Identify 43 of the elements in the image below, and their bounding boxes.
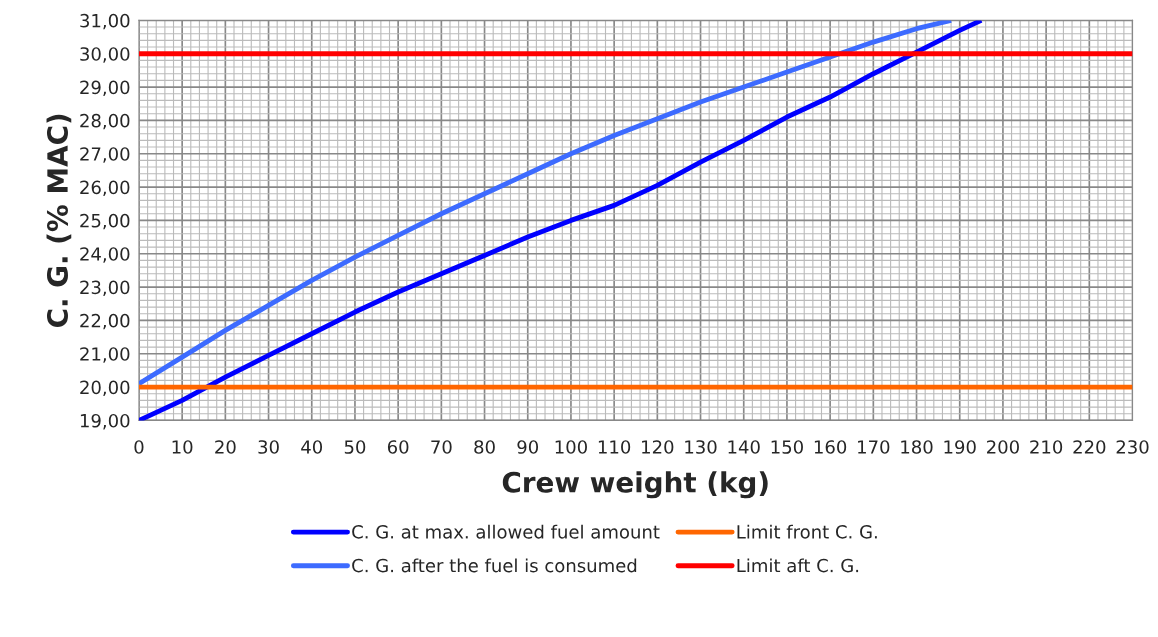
x-tick-label: 60 <box>387 440 409 454</box>
x-tick-label: 210 <box>1030 440 1063 454</box>
x-tick-label: 10 <box>172 440 193 454</box>
x-tick-label: 50 <box>344 440 366 454</box>
legend-label: C. G. at max. allowed fuel amount <box>352 524 660 539</box>
y-tick-label: 27,00 <box>80 147 130 163</box>
legend-label: Limit aft C. G. <box>737 558 859 573</box>
y-tick-label: 23,00 <box>80 280 130 297</box>
x-axis-title: Crew weight (kg) <box>502 471 768 499</box>
y-tick-label: 25,00 <box>80 213 130 230</box>
y-axis-title: C. G. (% MAC) <box>46 114 72 328</box>
y-tick-label: 29,00 <box>80 80 130 97</box>
x-tick-label: 190 <box>944 440 976 454</box>
y-tick-label: 30,00 <box>80 47 130 63</box>
x-tick-label: 160 <box>814 440 847 454</box>
y-tick-label: 22,00 <box>80 313 130 330</box>
x-tick-label: 100 <box>555 440 587 454</box>
legend-label: C. G. after the fuel is consumed <box>352 558 637 573</box>
y-tick-label: 24,00 <box>80 247 130 263</box>
y-tick-label: 19,00 <box>80 413 130 430</box>
x-tick-label: 30 <box>258 440 279 454</box>
y-tick-label: 20,00 <box>80 380 130 397</box>
y-tick-label: 31,00 <box>80 13 130 30</box>
x-tick-label: 0 <box>134 440 144 454</box>
x-tick-label: 130 <box>685 440 717 454</box>
x-tick-label: 220 <box>1073 440 1106 454</box>
legend-label: Limit front C. G. <box>737 524 877 539</box>
x-tick-label: 180 <box>901 440 933 454</box>
x-tick-label: 40 <box>301 440 323 454</box>
y-tick-label: 26,00 <box>80 180 130 197</box>
x-tick-label: 170 <box>858 440 890 454</box>
x-tick-label: 70 <box>431 440 452 454</box>
x-tick-label: 110 <box>598 440 631 454</box>
x-tick-label: 230 <box>1116 440 1149 454</box>
x-tick-label: 140 <box>728 440 760 454</box>
x-tick-label: 120 <box>642 440 674 454</box>
x-tick-label: 80 <box>474 440 495 454</box>
x-tick-label: 150 <box>771 440 803 454</box>
y-tick-label: 21,00 <box>80 347 130 363</box>
x-tick-label: 90 <box>517 440 539 454</box>
x-tick-label: 200 <box>987 440 1019 454</box>
y-tick-label: 28,00 <box>80 113 130 130</box>
x-tick-label: 20 <box>215 440 236 454</box>
